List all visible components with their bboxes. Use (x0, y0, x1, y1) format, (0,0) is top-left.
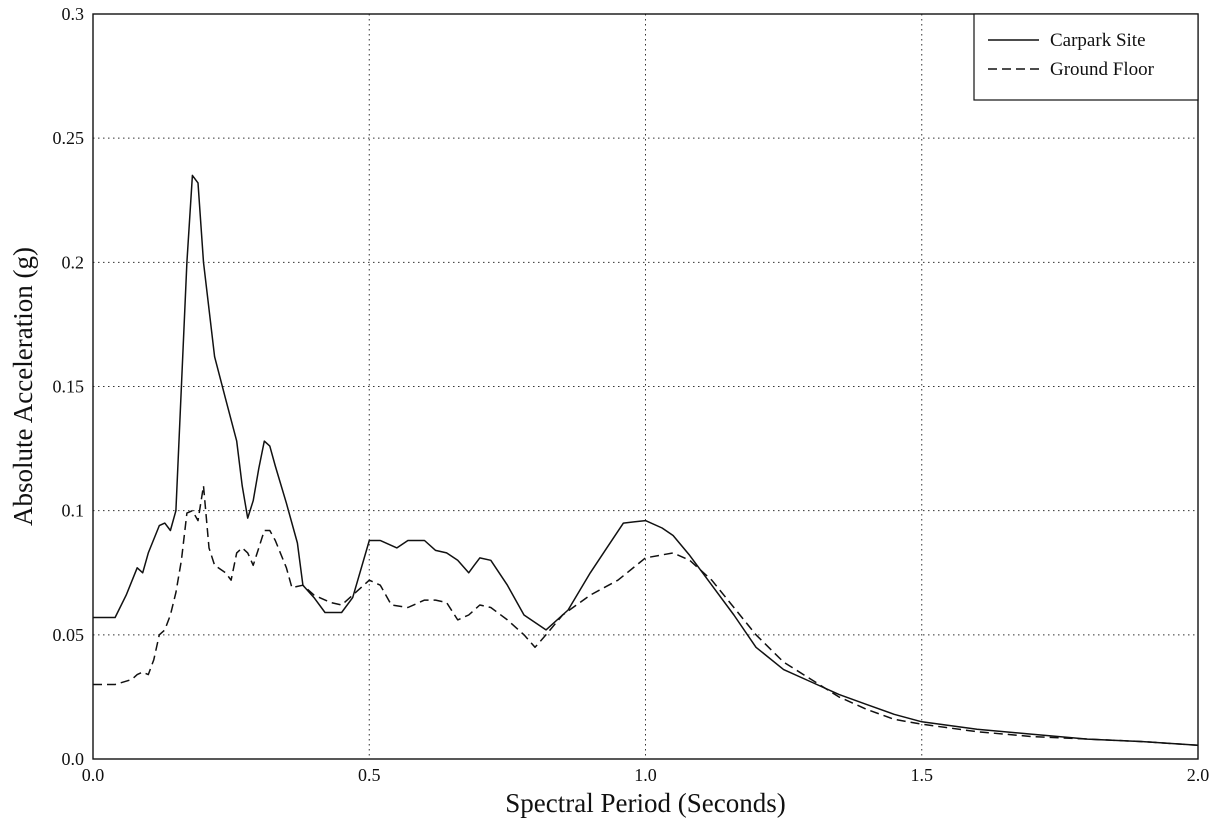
y-tick-label: 0.25 (53, 128, 85, 148)
series-line-ground-floor (93, 485, 1199, 747)
grid-lines (93, 14, 1198, 759)
y-tick-label: 0.0 (62, 749, 85, 769)
x-tick-label: 2.0 (1187, 765, 1210, 785)
x-tick-label: 1.5 (911, 765, 934, 785)
y-tick-label: 0.2 (62, 252, 85, 272)
legend-label: Ground Floor (1050, 59, 1155, 80)
y-tick-label: 0.3 (62, 4, 85, 24)
series-lines (93, 174, 1199, 747)
legend: Carpark Site Ground Floor (973, 13, 1199, 101)
y-tick-label: 0.05 (53, 625, 85, 645)
y-tick-label: 0.1 (62, 501, 85, 521)
x-tick-label: 0.5 (358, 765, 381, 785)
y-tick-label: 0.15 (53, 377, 85, 397)
y-axis-title: Absolute Acceleration (g) (8, 247, 38, 526)
plot-frame (92, 13, 1199, 760)
legend-label: Carpark Site (1050, 30, 1146, 51)
legend-box (973, 13, 1199, 101)
x-tick-label: 0.0 (82, 765, 105, 785)
axis-ticks: 0.0 0.5 1.0 1.5 2.0 0.0 0.05 0.1 0.15 0.2 0.25 0.3 (53, 4, 1210, 785)
x-axis-title: Spectral Period (Seconds) (505, 788, 785, 818)
series-line-carpark-site (93, 174, 1199, 747)
x-tick-label: 1.0 (634, 765, 657, 785)
